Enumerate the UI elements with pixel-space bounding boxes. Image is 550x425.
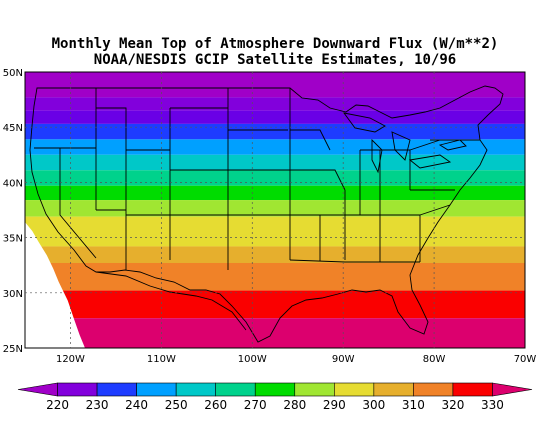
lon-label-4: 80W (423, 354, 446, 365)
lat-lon-grid (25, 72, 525, 348)
map-title: Monthly Mean Top of Atmosphere Downward … (0, 36, 550, 68)
lat-label-4: 30N (3, 289, 23, 300)
colorbar-label-6: 280 (283, 398, 306, 412)
colorbar-segment-4 (175, 382, 216, 397)
great-lakes (342, 112, 467, 174)
flux-band-11 (25, 262, 525, 291)
title-line-1: Monthly Mean Top of Atmosphere Downward … (51, 36, 499, 52)
colorbar-label-1: 230 (86, 398, 109, 412)
lon-label-2: 100W (238, 354, 267, 365)
flux-band-6 (25, 170, 525, 186)
colorbar-label-5: 270 (244, 398, 267, 412)
colorbar-segment-9 (373, 382, 414, 397)
longitude-labels: 120W 110W 100W 90W 80W 70W (56, 354, 536, 365)
lat-label-5: 25N (3, 344, 23, 355)
colorbar-label-3: 250 (165, 398, 188, 412)
colorbar-segment-2 (96, 382, 137, 397)
colorbar-label-10: 320 (441, 398, 464, 412)
colorbar-segment-6 (254, 382, 296, 397)
flux-band-3 (25, 123, 525, 140)
colorbar-label-9: 310 (402, 398, 425, 412)
colorbar-label-11: 330 (481, 398, 504, 412)
flux-band-9 (25, 216, 525, 247)
colorbar-segment-8 (334, 382, 375, 397)
missing-data-region (25, 222, 85, 348)
colorbar-label-0: 220 (46, 398, 69, 412)
flux-band-7 (25, 185, 525, 201)
title-line-2: NOAA/NESDIS GCIP Satellite Estimates, 10… (93, 52, 457, 68)
mexico-border (95, 271, 247, 331)
lon-label-3: 90W (332, 354, 355, 365)
flux-band-8 (25, 200, 525, 217)
colorbar-label-8: 300 (362, 398, 385, 412)
lon-label-0: 120W (56, 354, 85, 365)
lat-label-3: 35N (3, 234, 23, 245)
state-lines-west (34, 88, 291, 270)
flux-band-10 (25, 246, 525, 263)
colorbar-labels: 220 230 240 250 260 270 280 290 300 310 320 330 (46, 398, 504, 412)
lon-label-1: 110W (147, 354, 176, 365)
colorbar-segment-3 (136, 382, 177, 397)
colorbar-segment-0 (17, 382, 58, 397)
state-boundaries (29, 85, 504, 343)
colorbar-label-7: 290 (323, 398, 346, 412)
lon-label-5: 70W (514, 354, 537, 365)
flux-band-4 (25, 139, 525, 155)
colorbar-segment-7 (294, 382, 335, 397)
flux-band-1 (25, 97, 525, 111)
us-outline (29, 85, 504, 343)
flux-band-13 (25, 318, 525, 348)
lat-label-2: 40N (3, 178, 23, 189)
map-frame (24, 71, 526, 349)
colorbar-segment-10 (413, 382, 454, 397)
flux-band-5 (25, 154, 525, 171)
colorbar-segment-1 (57, 382, 98, 397)
colorbar-segment-5 (215, 382, 256, 397)
colorbar-label-4: 260 (204, 398, 227, 412)
colorbar (17, 382, 533, 397)
colorbar-label-2: 240 (125, 398, 148, 412)
lat-label-1: 45N (3, 123, 23, 134)
flux-band-12 (25, 290, 525, 319)
flux-band-2 (25, 110, 525, 124)
lat-label-0: 50N (3, 68, 23, 79)
colorbar-segment-11 (452, 382, 493, 397)
latitude-labels: 50N 45N 40N 35N 30N 25N (3, 68, 23, 355)
flux-band-0 (25, 72, 525, 98)
colorbar-segment-12 (492, 382, 533, 397)
